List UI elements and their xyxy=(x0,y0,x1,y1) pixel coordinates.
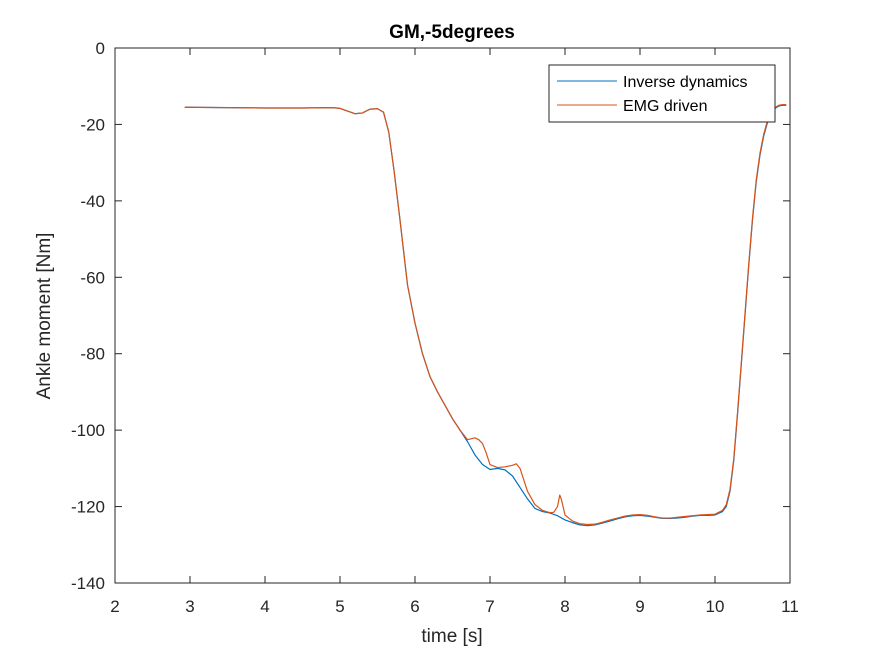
y-tick-label: 0 xyxy=(96,39,105,58)
series-layer xyxy=(184,103,787,527)
plot-area xyxy=(115,48,790,583)
x-tick-label: 3 xyxy=(185,597,194,616)
x-tick-label: 2 xyxy=(110,597,119,616)
x-tick-label: 6 xyxy=(410,597,419,616)
series-line-emg-driven xyxy=(184,103,787,526)
legend-label-emg-driven: EMG driven xyxy=(623,98,707,115)
legend-box xyxy=(548,64,776,123)
y-tick-label: -40 xyxy=(80,192,105,211)
chart-title: GM,-5degrees xyxy=(389,22,515,43)
x-tick-label: 4 xyxy=(260,597,269,616)
y-axis-ticks: 0 -20 -40 -60 -80 -100 -120 -140 xyxy=(71,39,790,593)
y-tick-label: -100 xyxy=(71,421,105,440)
legend: Inverse dynamics EMG driven xyxy=(548,64,776,123)
x-tick-label: 8 xyxy=(560,597,569,616)
y-tick-label: -60 xyxy=(80,268,105,287)
y-tick-label: -140 xyxy=(71,574,105,593)
legend-label-inverse-dynamics: Inverse dynamics xyxy=(623,74,748,91)
y-axis-label: Ankle moment [Nm] xyxy=(34,233,55,400)
x-axis-label: time [s] xyxy=(421,626,482,647)
x-tick-label: 5 xyxy=(335,597,344,616)
x-axis-ticks: 2 3 4 5 6 7 8 9 10 11 xyxy=(110,48,799,616)
y-tick-label: -120 xyxy=(71,498,105,517)
x-tick-label: 7 xyxy=(485,597,494,616)
x-tick-label: 10 xyxy=(706,597,725,616)
x-tick-label: 11 xyxy=(781,597,799,616)
x-tick-label: 9 xyxy=(635,597,644,616)
axes-box xyxy=(114,47,791,584)
y-tick-label: -20 xyxy=(80,115,105,134)
y-tick-label: -80 xyxy=(80,345,105,364)
